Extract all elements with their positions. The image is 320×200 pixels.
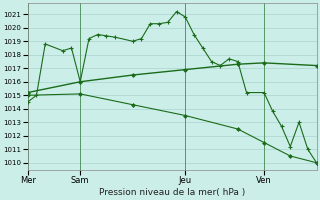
X-axis label: Pression niveau de la mer( hPa ): Pression niveau de la mer( hPa ) — [99, 188, 245, 197]
